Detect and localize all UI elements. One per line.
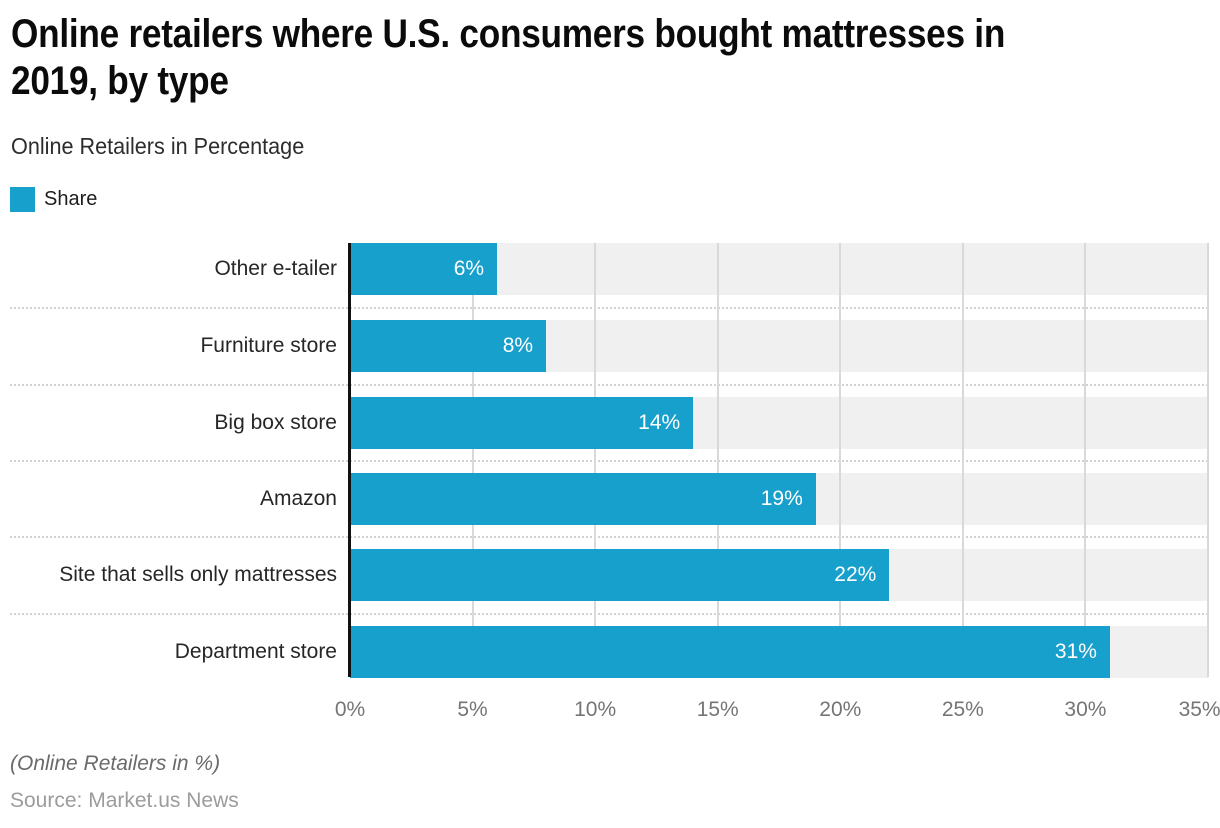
source-credit: Source: Market.us News bbox=[10, 789, 239, 812]
x-tick-label: 15% bbox=[696, 697, 739, 721]
legend-item-share[interactable]: Share bbox=[44, 188, 98, 210]
x-tick-label: 5% bbox=[457, 697, 488, 721]
x-tick-label: 30% bbox=[1064, 697, 1107, 721]
chart-subtitle: Online Retailers in Percentage bbox=[11, 133, 305, 159]
chart-note: (Online Retailers in %) bbox=[10, 752, 221, 775]
chart-row: Furniture store 8% bbox=[10, 307, 1208, 383]
bar-amazon[interactable]: 19% bbox=[350, 473, 816, 526]
legend: Share bbox=[10, 187, 97, 212]
category-label: Big box store bbox=[214, 410, 337, 434]
chart-row: Other e-tailer 6% bbox=[10, 231, 1208, 307]
row-plot: 6% bbox=[350, 243, 1208, 296]
bar-value-label: 6% bbox=[453, 257, 485, 281]
bar-value-label: 14% bbox=[638, 410, 681, 434]
category-label: Department store bbox=[174, 639, 337, 663]
chart-row: Site that sells only mattresses 22% bbox=[10, 536, 1208, 612]
row-plot: 14% bbox=[350, 396, 1208, 449]
bar-site-that-sells-only-mattresses[interactable]: 22% bbox=[350, 549, 890, 602]
category-label: Other e-tailer bbox=[214, 257, 337, 281]
category-label: Site that sells only mattresses bbox=[59, 563, 337, 587]
bar-other-e-tailer[interactable]: 6% bbox=[350, 243, 498, 296]
bar-value-label: 8% bbox=[502, 334, 534, 358]
bar-department-store[interactable]: 31% bbox=[350, 625, 1110, 678]
bar-chart: Other e-tailer 6% Furniture store 8% Big box… bbox=[10, 231, 1220, 727]
x-axis: 0% 5% 10% 15% 20% 25% 30% 35% bbox=[335, 689, 1220, 727]
bar-value-label: 19% bbox=[760, 487, 803, 511]
row-plot: 8% bbox=[350, 320, 1208, 373]
category-label: Amazon bbox=[259, 487, 337, 511]
x-tick-label: 0% bbox=[334, 697, 366, 721]
page-title-line2: 2019, by type bbox=[11, 59, 229, 103]
page-title-line1: Online retailers where U.S. consumers bo… bbox=[11, 12, 1006, 56]
x-tick-label: 35% bbox=[1178, 697, 1220, 721]
bar-big-box-store[interactable]: 14% bbox=[350, 396, 694, 449]
page-title: Online retailers where U.S. consumers bo… bbox=[11, 11, 1220, 105]
row-plot: 31% bbox=[350, 625, 1208, 678]
bar-value-label: 31% bbox=[1054, 639, 1097, 663]
category-label: Furniture store bbox=[200, 334, 337, 358]
row-plot: 22% bbox=[350, 549, 1208, 602]
bar-value-label: 22% bbox=[834, 563, 877, 587]
x-tick-label: 10% bbox=[574, 697, 617, 721]
bar-furniture-store[interactable]: 8% bbox=[350, 320, 547, 373]
chart-rows: Other e-tailer 6% Furniture store 8% Big box… bbox=[10, 231, 1209, 689]
x-tick-label: 25% bbox=[941, 697, 984, 721]
y-axis-line bbox=[348, 243, 351, 677]
chart-row: Amazon 19% bbox=[10, 459, 1208, 536]
row-plot: 19% bbox=[350, 473, 1208, 526]
legend-swatch[interactable] bbox=[10, 187, 35, 212]
chart-row: Department store 31% bbox=[10, 612, 1208, 689]
chart-row: Big box store 14% bbox=[10, 383, 1208, 460]
x-tick-label: 20% bbox=[819, 697, 862, 721]
